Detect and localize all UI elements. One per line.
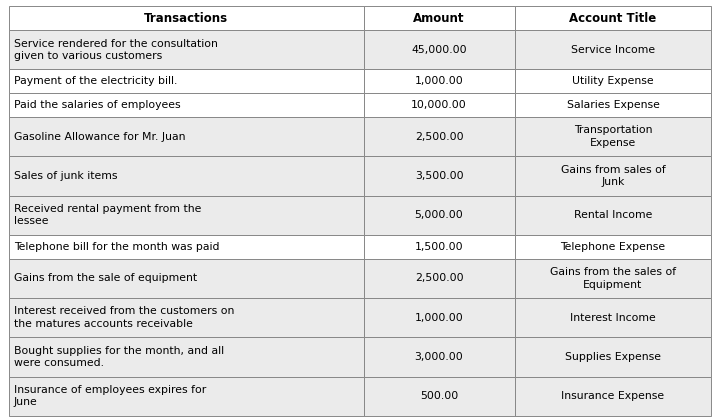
Text: 2,500.00: 2,500.00 bbox=[415, 131, 464, 142]
Bar bbox=[9, 69, 364, 93]
Text: Sales of junk items: Sales of junk items bbox=[14, 171, 117, 181]
Bar bbox=[515, 337, 711, 376]
Bar bbox=[364, 69, 515, 93]
Text: Interest received from the customers on
the matures accounts receivable: Interest received from the customers on … bbox=[14, 307, 234, 329]
Bar bbox=[515, 259, 711, 298]
Text: 10,000.00: 10,000.00 bbox=[411, 100, 467, 110]
Text: 500.00: 500.00 bbox=[420, 391, 458, 401]
Bar bbox=[364, 117, 515, 156]
Bar bbox=[364, 93, 515, 117]
Bar bbox=[515, 156, 711, 196]
Bar bbox=[364, 259, 515, 298]
Bar bbox=[9, 298, 364, 337]
Bar bbox=[515, 69, 711, 93]
Text: Service rendered for the consultation
given to various customers: Service rendered for the consultation gi… bbox=[14, 39, 217, 61]
Bar bbox=[364, 196, 515, 235]
Bar bbox=[515, 6, 711, 30]
Bar bbox=[515, 30, 711, 69]
Text: Gasoline Allowance for Mr. Juan: Gasoline Allowance for Mr. Juan bbox=[14, 131, 185, 142]
Text: 2,500.00: 2,500.00 bbox=[415, 273, 464, 284]
Text: Gains from the sale of equipment: Gains from the sale of equipment bbox=[14, 273, 197, 284]
Bar bbox=[364, 298, 515, 337]
Text: Rental Income: Rental Income bbox=[574, 210, 652, 220]
Text: 5,000.00: 5,000.00 bbox=[415, 210, 464, 220]
Text: Interest Income: Interest Income bbox=[570, 312, 656, 323]
Text: Telephone bill for the month was paid: Telephone bill for the month was paid bbox=[14, 242, 219, 252]
Bar bbox=[515, 196, 711, 235]
Text: Transportation
Expense: Transportation Expense bbox=[574, 126, 652, 148]
Text: Service Income: Service Income bbox=[571, 45, 655, 55]
Bar bbox=[515, 117, 711, 156]
Text: Amount: Amount bbox=[413, 12, 465, 25]
Text: Utility Expense: Utility Expense bbox=[572, 76, 654, 86]
Text: 3,000.00: 3,000.00 bbox=[415, 352, 464, 362]
Text: 45,000.00: 45,000.00 bbox=[411, 45, 467, 55]
Text: 1,000.00: 1,000.00 bbox=[415, 312, 464, 323]
Bar bbox=[9, 6, 364, 30]
Text: Gains from sales of
Junk: Gains from sales of Junk bbox=[561, 165, 665, 187]
Text: Transactions: Transactions bbox=[144, 12, 228, 25]
Bar bbox=[515, 298, 711, 337]
Bar bbox=[515, 376, 711, 416]
Bar bbox=[515, 235, 711, 259]
Bar bbox=[364, 30, 515, 69]
Bar bbox=[9, 30, 364, 69]
Bar bbox=[9, 156, 364, 196]
Text: Telephone Expense: Telephone Expense bbox=[560, 242, 665, 252]
Text: Received rental payment from the
lessee: Received rental payment from the lessee bbox=[14, 204, 201, 226]
Bar bbox=[9, 259, 364, 298]
Bar bbox=[515, 93, 711, 117]
Text: Gains from the sales of
Equipment: Gains from the sales of Equipment bbox=[550, 267, 676, 289]
Text: Payment of the electricity bill.: Payment of the electricity bill. bbox=[14, 76, 177, 86]
Text: Salaries Expense: Salaries Expense bbox=[567, 100, 660, 110]
Text: Insurance Expense: Insurance Expense bbox=[562, 391, 665, 401]
Text: Supplies Expense: Supplies Expense bbox=[565, 352, 661, 362]
Text: Paid the salaries of employees: Paid the salaries of employees bbox=[14, 100, 180, 110]
Bar bbox=[9, 376, 364, 416]
Bar bbox=[9, 196, 364, 235]
Bar bbox=[9, 235, 364, 259]
Text: 3,500.00: 3,500.00 bbox=[415, 171, 464, 181]
Text: 1,500.00: 1,500.00 bbox=[415, 242, 464, 252]
Bar bbox=[9, 337, 364, 376]
Bar bbox=[364, 156, 515, 196]
Text: Insurance of employees expires for
June: Insurance of employees expires for June bbox=[14, 385, 206, 407]
Text: 1,000.00: 1,000.00 bbox=[415, 76, 464, 86]
Text: Account Title: Account Title bbox=[570, 12, 657, 25]
Bar bbox=[364, 376, 515, 416]
Bar bbox=[364, 6, 515, 30]
Bar bbox=[364, 235, 515, 259]
Bar bbox=[9, 117, 364, 156]
Text: Bought supplies for the month, and all
were consumed.: Bought supplies for the month, and all w… bbox=[14, 346, 224, 368]
Bar bbox=[364, 337, 515, 376]
Bar bbox=[9, 93, 364, 117]
